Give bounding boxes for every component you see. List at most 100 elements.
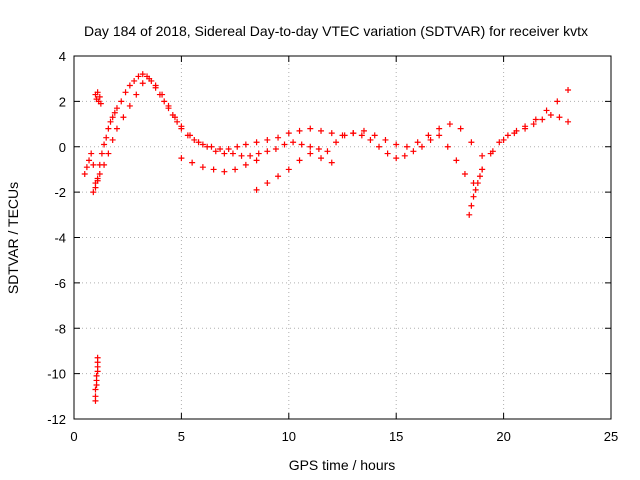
data-point	[401, 152, 408, 159]
axis-ticks: 0 5 10 15 20 25 -12 -10 -8 -6 -4 -2 0 2 4	[47, 49, 618, 444]
data-point	[367, 136, 374, 143]
data-point	[333, 139, 340, 146]
series-outlier-cluster	[92, 354, 101, 404]
data-point	[255, 150, 262, 157]
data-point	[165, 102, 172, 109]
data-point	[285, 166, 292, 173]
data-point	[253, 139, 260, 146]
data-point	[212, 148, 219, 155]
data-point	[358, 132, 365, 139]
data-point	[371, 132, 378, 139]
data-point	[113, 105, 120, 112]
data-point	[307, 125, 314, 132]
data-point	[496, 139, 503, 146]
data-point	[199, 141, 206, 148]
data-point	[161, 98, 168, 105]
data-point	[324, 148, 331, 155]
y-tick-label: -10	[47, 367, 66, 382]
data-point	[133, 91, 140, 98]
y-tick-label: -6	[54, 276, 66, 291]
y-tick-label: -2	[54, 185, 66, 200]
data-point	[92, 184, 99, 191]
data-point	[290, 139, 297, 146]
data-point	[296, 127, 303, 134]
data-point	[468, 202, 475, 209]
data-point	[81, 170, 88, 177]
data-point	[105, 150, 112, 157]
data-point	[90, 161, 97, 168]
data-point	[376, 143, 383, 150]
data-point	[315, 146, 322, 153]
data-point	[275, 134, 282, 141]
data-point	[554, 98, 561, 105]
data-point	[122, 89, 129, 96]
data-point	[565, 87, 572, 94]
data-point	[461, 170, 468, 177]
data-point	[88, 150, 95, 157]
data-point	[281, 141, 288, 148]
data-point	[90, 189, 97, 196]
data-point	[382, 136, 389, 143]
x-tick-label: 15	[389, 429, 403, 444]
data-point	[285, 130, 292, 137]
data-point	[418, 143, 425, 150]
data-point	[341, 132, 348, 139]
data-point	[436, 132, 443, 139]
data-point	[118, 98, 125, 105]
data-point	[94, 89, 101, 96]
data-point	[474, 180, 481, 187]
data-point	[253, 186, 260, 193]
data-point	[152, 82, 159, 89]
data-point	[86, 157, 93, 164]
data-point	[457, 125, 464, 132]
x-tick-label: 5	[178, 429, 185, 444]
data-point	[135, 73, 142, 80]
data-point	[94, 177, 101, 184]
data-point	[217, 146, 224, 153]
data-point	[101, 161, 108, 168]
data-point	[191, 136, 198, 143]
series-trace-d	[178, 155, 260, 175]
data-point	[242, 161, 249, 168]
data-point	[479, 152, 486, 159]
data-point	[98, 150, 105, 157]
data-point	[139, 80, 146, 87]
data-point	[513, 127, 520, 134]
data-point	[384, 150, 391, 157]
data-point	[556, 114, 563, 121]
data-point	[539, 116, 546, 123]
data-point	[543, 107, 550, 114]
data-point	[126, 82, 133, 89]
data-point	[532, 116, 539, 123]
data-point	[93, 372, 100, 379]
series-trace-e	[253, 150, 335, 193]
data-point	[221, 150, 228, 157]
data-point	[146, 75, 153, 82]
data-point	[425, 132, 432, 139]
data-point	[178, 155, 185, 162]
data-point	[350, 130, 357, 137]
x-tick-label: 10	[282, 429, 296, 444]
data-point	[111, 109, 118, 116]
x-tick-label: 0	[70, 429, 77, 444]
data-point	[472, 186, 479, 193]
data-point	[547, 111, 554, 118]
data-point	[242, 141, 249, 148]
data-point	[504, 132, 511, 139]
data-point	[195, 139, 202, 146]
data-point	[94, 354, 101, 361]
data-point	[225, 146, 232, 153]
data-point	[476, 173, 483, 180]
data-point	[522, 125, 529, 132]
data-point	[171, 114, 178, 121]
data-point	[159, 91, 166, 98]
data-point	[92, 386, 99, 393]
data-point	[444, 143, 451, 150]
data-point	[109, 114, 116, 121]
data-point	[204, 143, 211, 150]
data-point	[446, 121, 453, 128]
data-point	[199, 164, 206, 171]
data-point	[232, 166, 239, 173]
data-point	[264, 180, 271, 187]
